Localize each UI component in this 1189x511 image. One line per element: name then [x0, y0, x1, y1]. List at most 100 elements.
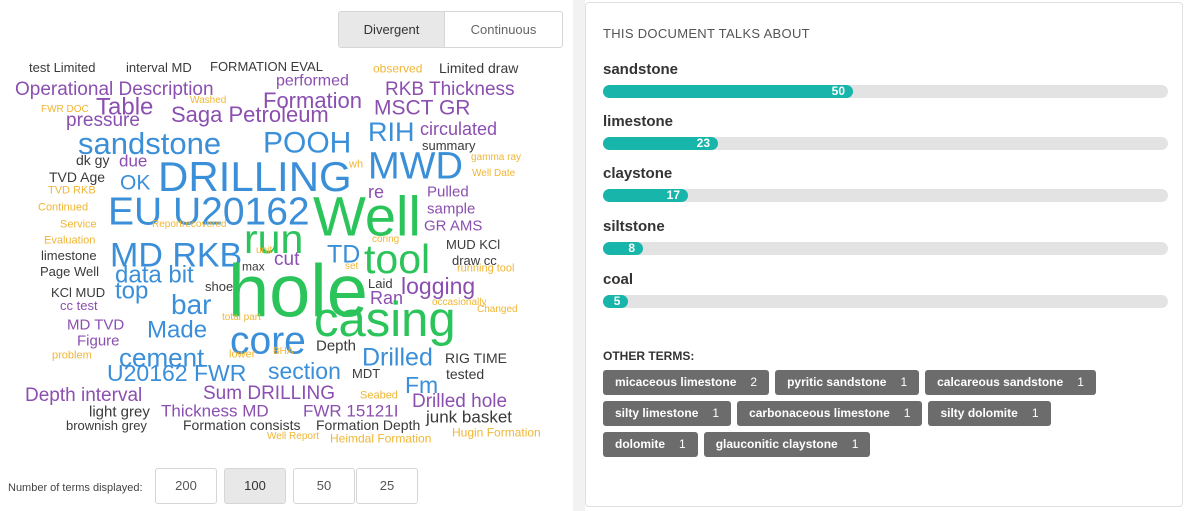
- cloud-term[interactable]: MSCT GR: [374, 96, 471, 120]
- cloud-term[interactable]: Formation: [263, 87, 363, 113]
- cloud-term[interactable]: data bit: [115, 261, 194, 289]
- term-chip[interactable]: calcareous sandstone 1: [925, 370, 1096, 395]
- cloud-term[interactable]: due: [119, 151, 148, 171]
- cloud-term[interactable]: sample: [427, 200, 476, 218]
- cloud-term[interactable]: RKB Thickness: [385, 79, 515, 101]
- cloud-term[interactable]: TVD RKB: [48, 184, 96, 197]
- cloud-term[interactable]: Formation consists: [183, 417, 301, 434]
- cloud-term[interactable]: Laid: [368, 275, 393, 291]
- cloud-term[interactable]: TD: [327, 240, 361, 269]
- cloud-term[interactable]: MWD: [368, 145, 463, 188]
- cloud-term[interactable]: DRILLING: [158, 153, 352, 201]
- cloud-term[interactable]: brownish grey: [66, 417, 147, 433]
- cloud-term[interactable]: Washed: [190, 95, 227, 107]
- cloud-term[interactable]: interval MD: [126, 59, 192, 75]
- cloud-term[interactable]: Well: [313, 184, 421, 248]
- cloud-term[interactable]: EU U20162: [108, 190, 310, 234]
- cloud-term[interactable]: MD TVD: [67, 316, 125, 334]
- cloud-term[interactable]: shoe: [205, 278, 234, 294]
- cloud-term[interactable]: MD RKB: [110, 236, 243, 275]
- cloud-term[interactable]: Well Report: [267, 431, 320, 443]
- cloud-term[interactable]: GR AMS: [424, 217, 483, 235]
- cloud-term[interactable]: hole: [228, 249, 368, 333]
- cloud-term[interactable]: sandstone: [78, 125, 222, 161]
- cloud-term[interactable]: coring: [372, 234, 400, 246]
- cloud-term[interactable]: MUD KCl: [446, 236, 501, 252]
- cloud-term[interactable]: gamma ray: [471, 152, 522, 164]
- cloud-term[interactable]: Page Well: [40, 263, 100, 279]
- cloud-term[interactable]: Pulled: [427, 183, 469, 201]
- cloud-term[interactable]: problem: [52, 349, 92, 362]
- cloud-term[interactable]: Well Date: [472, 168, 516, 180]
- terms-100-button[interactable]: 100: [224, 468, 286, 504]
- cloud-term[interactable]: OK: [120, 171, 151, 195]
- cloud-term[interactable]: run: [244, 216, 304, 263]
- cloud-term[interactable]: Depth: [316, 337, 357, 355]
- cloud-term[interactable]: Made: [147, 316, 208, 344]
- cloud-term[interactable]: casing: [314, 292, 456, 347]
- cloud-term[interactable]: limestone: [41, 247, 97, 263]
- term-chip[interactable]: silty dolomite 1: [928, 401, 1051, 426]
- cloud-term[interactable]: cut: [274, 249, 300, 271]
- cloud-term[interactable]: tested: [446, 366, 485, 383]
- cloud-term[interactable]: POOH: [263, 126, 352, 160]
- term-chip[interactable]: dolomite 1: [603, 432, 698, 457]
- term-chip[interactable]: carbonaceous limestone 1: [737, 401, 923, 426]
- cloud-term[interactable]: core: [230, 319, 306, 363]
- cloud-term[interactable]: light grey: [89, 403, 150, 421]
- cloud-term[interactable]: section: [268, 358, 341, 385]
- cloud-term[interactable]: Fm: [405, 372, 439, 399]
- cloud-term[interactable]: running tool: [457, 262, 515, 275]
- cloud-term[interactable]: KCl MUD: [51, 284, 106, 300]
- cloud-term[interactable]: performed: [276, 72, 349, 90]
- cloud-term[interactable]: Hugin Formation: [452, 425, 541, 440]
- cloud-term[interactable]: Drilled: [362, 343, 433, 372]
- cloud-term[interactable]: occasionally: [432, 297, 487, 309]
- cloud-term[interactable]: lower: [229, 348, 256, 361]
- cloud-term[interactable]: Continued: [38, 201, 89, 214]
- cloud-term[interactable]: summary: [422, 137, 476, 153]
- cloud-term[interactable]: Operational Description: [15, 79, 214, 101]
- cloud-term[interactable]: total part: [222, 312, 261, 324]
- cloud-term[interactable]: Heimdal Formation: [330, 431, 432, 446]
- terms-50-button[interactable]: 50: [293, 468, 355, 504]
- cloud-term[interactable]: TVD Age: [49, 169, 106, 186]
- cloud-term[interactable]: Formation Depth: [316, 417, 421, 434]
- cloud-term[interactable]: Seabed: [360, 389, 398, 402]
- cloud-term[interactable]: FWR DOC: [41, 104, 89, 116]
- cloud-term[interactable]: cement: [119, 342, 205, 373]
- cloud-term[interactable]: pressure: [66, 110, 140, 132]
- cloud-term[interactable]: dk gy: [76, 152, 110, 169]
- cloud-term[interactable]: set: [345, 261, 359, 273]
- cloud-term[interactable]: Reportrecovered: [152, 219, 227, 231]
- cloud-term[interactable]: circulated: [420, 118, 498, 139]
- cloud-term[interactable]: MDT: [352, 365, 381, 381]
- continuous-button[interactable]: Continuous: [444, 12, 562, 47]
- cloud-term[interactable]: Saga Petroleum: [171, 101, 329, 127]
- cloud-term[interactable]: observed: [373, 61, 423, 76]
- cloud-term[interactable]: tool: [364, 236, 431, 283]
- cloud-term[interactable]: FORMATION EVAL: [210, 58, 323, 74]
- cloud-term[interactable]: BHA: [273, 346, 294, 358]
- terms-200-button[interactable]: 200: [155, 468, 217, 504]
- term-chip[interactable]: pyritic sandstone 1: [775, 370, 920, 395]
- cloud-term[interactable]: junk basket: [426, 407, 512, 427]
- terms-25-button[interactable]: 25: [356, 468, 418, 504]
- cloud-term[interactable]: Evaluation: [44, 234, 96, 247]
- cloud-term[interactable]: RIH: [368, 116, 415, 147]
- cloud-term[interactable]: re: [368, 181, 385, 202]
- cloud-term[interactable]: draw cc: [452, 252, 497, 268]
- cloud-term[interactable]: max: [242, 259, 265, 274]
- cloud-term[interactable]: unit: [256, 245, 273, 257]
- cloud-term[interactable]: Figure: [77, 332, 120, 350]
- cloud-term[interactable]: Depth interval: [25, 385, 143, 407]
- cloud-term[interactable]: bar: [171, 289, 212, 321]
- cloud-term[interactable]: Service: [60, 218, 97, 231]
- cloud-term[interactable]: Ran: [370, 287, 404, 308]
- cloud-term[interactable]: logging: [401, 273, 476, 300]
- term-chip[interactable]: glauconitic claystone 1: [703, 432, 871, 457]
- cloud-term[interactable]: Changed: [477, 304, 518, 316]
- cloud-term[interactable]: U20162 FWR: [107, 360, 247, 387]
- cloud-term[interactable]: Thickness MD: [161, 401, 269, 421]
- cloud-term[interactable]: RIG TIME: [445, 350, 507, 367]
